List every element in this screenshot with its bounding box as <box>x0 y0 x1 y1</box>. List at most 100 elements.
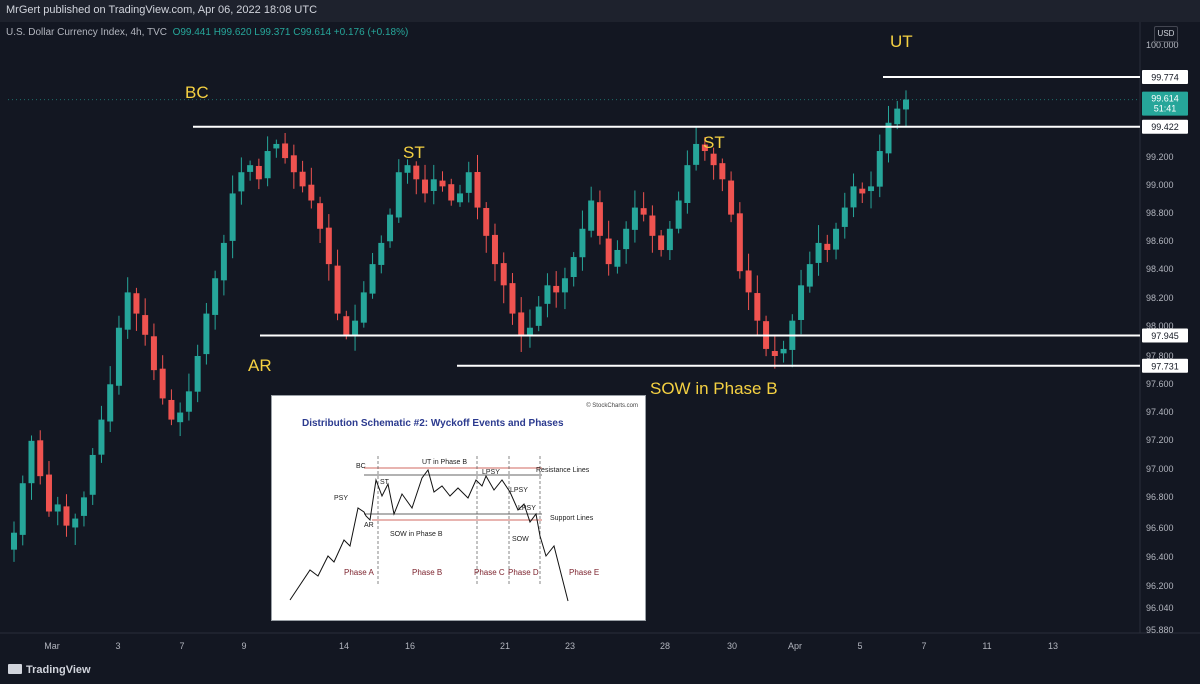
candle-body <box>413 165 420 180</box>
y-tick-label: 98.800 <box>1146 208 1174 218</box>
x-tick-label: 9 <box>241 641 246 651</box>
candle-body <box>701 144 708 152</box>
candle-body <box>290 155 297 173</box>
x-tick-label: 3 <box>115 641 120 651</box>
x-tick-label: 28 <box>660 641 670 651</box>
inset-label: SOW <box>512 536 529 543</box>
y-tick-label: 96.040 <box>1146 603 1174 613</box>
candle-body <box>150 336 157 371</box>
candle-body <box>640 208 647 215</box>
level-label: 97.731 <box>1151 361 1179 371</box>
candle-body <box>745 270 752 293</box>
inset-title: Distribution Schematic #2: Wyckoff Event… <box>302 418 564 429</box>
candle-body <box>220 242 227 281</box>
candle-body <box>439 180 446 187</box>
x-tick-label: 21 <box>500 641 510 651</box>
published-text: MrGert published on TradingView.com, Apr… <box>6 4 318 16</box>
brand-text: TradingView <box>26 664 91 676</box>
x-tick-label: Apr <box>788 641 802 651</box>
candle-body <box>894 108 901 125</box>
candle-body <box>308 184 315 201</box>
inset-label: UT in Phase B <box>422 459 467 466</box>
current-price-value: 99.614 <box>1151 94 1179 104</box>
candle-body <box>553 285 560 293</box>
candle-body <box>903 99 909 110</box>
candle-body <box>404 165 411 173</box>
wyckoff-inset: Distribution Schematic #2: Wyckoff Event… <box>271 395 646 621</box>
candle-body <box>238 172 245 192</box>
candle-body <box>876 151 883 187</box>
candle-body <box>98 419 105 455</box>
candle-body <box>885 122 892 154</box>
wyckoff-schematic: Distribution Schematic #2: Wyckoff Event… <box>289 402 638 602</box>
candle-body <box>11 532 17 550</box>
candle-body <box>89 454 96 495</box>
candle-body <box>526 327 533 335</box>
candle-body <box>334 265 341 314</box>
candle-body <box>247 165 254 172</box>
candle-body <box>623 228 630 250</box>
schematic-price-path <box>289 468 569 602</box>
inset-label: Support Lines <box>550 515 594 522</box>
candle-body <box>19 483 26 535</box>
annotation-label: AR <box>248 356 272 375</box>
inset-phase-label: Phase B <box>412 568 442 577</box>
candle-body <box>684 165 691 203</box>
symbol-name[interactable]: U.S. Dollar Currency Index, 4h, TVC <box>6 27 167 38</box>
tradingview-logo[interactable]: TradingView <box>8 664 91 676</box>
candle-body <box>317 203 324 229</box>
candle-body <box>841 207 848 227</box>
candle-body <box>28 440 35 484</box>
inset-label: SOW in Phase B <box>390 531 443 538</box>
y-tick-label: 98.600 <box>1146 236 1174 246</box>
candle-body <box>142 315 149 335</box>
candle-body <box>133 293 140 314</box>
price-chart[interactable]: 100.000 99.200 99.000 98.800 98.600 98.400 98.… <box>0 0 1200 655</box>
candle-body <box>80 497 87 516</box>
candle-body <box>544 285 551 304</box>
candle-body <box>37 440 44 477</box>
candle-body <box>255 165 262 180</box>
candle-body <box>658 235 665 250</box>
symbol-line: U.S. Dollar Currency Index, 4h, TVC O99.… <box>6 27 408 38</box>
candle-body <box>378 242 385 265</box>
y-tick-label: 99.000 <box>1146 180 1174 190</box>
candle-body <box>448 184 455 201</box>
annotation-label: SOW in Phase B <box>650 379 778 398</box>
candle-body <box>212 278 219 315</box>
published-bar: MrGert published on TradingView.com, Apr… <box>0 0 1200 22</box>
candle-body <box>561 278 568 293</box>
y-tick-label: 98.000 <box>1146 321 1174 331</box>
candle-body <box>474 172 481 208</box>
candle-body <box>54 504 61 512</box>
x-tick-label: 14 <box>339 641 349 651</box>
candle-body <box>868 186 875 192</box>
currency-badge[interactable]: USD <box>1154 26 1178 42</box>
candle-body <box>631 207 638 230</box>
candle-body <box>719 163 726 180</box>
candle-body <box>299 171 306 187</box>
candle-body <box>369 264 376 294</box>
candle-body <box>780 348 787 354</box>
candle-body <box>535 306 542 326</box>
ohlc-values: O99.441 H99.620 L99.371 C99.614 +0.176 (… <box>172 27 409 38</box>
x-tick-label: Mar <box>44 641 60 651</box>
candle-body <box>325 227 332 265</box>
y-tick-label: 96.800 <box>1146 492 1174 502</box>
candle-body <box>177 412 184 423</box>
candle-body <box>159 368 166 399</box>
candle-body <box>614 249 621 267</box>
candle-body <box>509 283 516 314</box>
y-tick-label: 100.000 <box>1146 40 1179 50</box>
candle-body <box>483 208 490 236</box>
candle-body <box>850 186 857 208</box>
candle-body <box>833 228 840 250</box>
x-tick-label: 5 <box>857 641 862 651</box>
candle-body <box>754 293 761 321</box>
level-label: 97.945 <box>1151 331 1179 341</box>
candle-body <box>605 238 612 265</box>
candle-body <box>675 200 682 229</box>
level-tag <box>1142 69 1188 84</box>
annotation-label: BC <box>185 83 209 102</box>
inset-label: PSY <box>334 495 348 502</box>
